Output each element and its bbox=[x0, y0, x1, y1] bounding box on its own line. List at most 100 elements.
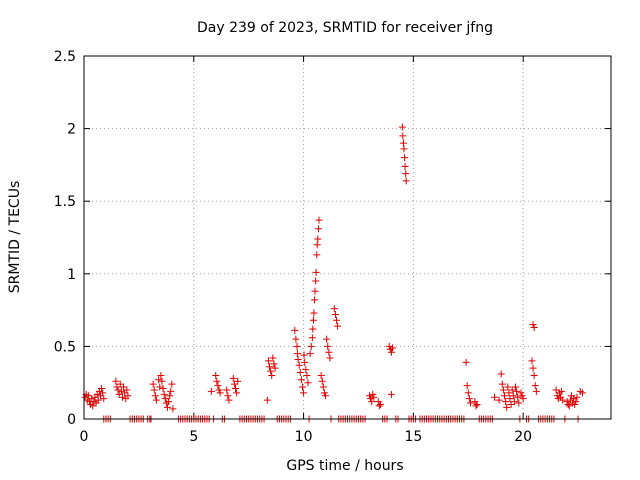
data-point bbox=[532, 387, 540, 395]
data-point bbox=[501, 392, 509, 400]
data-point bbox=[313, 251, 321, 259]
data-point bbox=[307, 342, 315, 350]
data-points bbox=[81, 123, 586, 423]
data-point bbox=[113, 383, 121, 391]
data-point bbox=[157, 371, 165, 379]
data-point bbox=[215, 386, 223, 394]
data-point bbox=[376, 400, 384, 408]
plot-frame bbox=[83, 55, 612, 420]
data-point bbox=[552, 386, 560, 394]
data-point bbox=[502, 398, 510, 406]
axis-ticks: 0 0.5 1 1.5 2 2.5 0 5 10 15 20 bbox=[54, 49, 611, 445]
data-point bbox=[233, 389, 241, 397]
data-point bbox=[529, 364, 537, 372]
x-axis-label: GPS time / hours bbox=[286, 458, 403, 474]
x-tick-label: 10 bbox=[295, 429, 313, 445]
data-point bbox=[506, 395, 514, 403]
data-point bbox=[495, 396, 503, 404]
y-tick-label: 0.5 bbox=[54, 339, 76, 355]
data-point bbox=[558, 387, 566, 395]
data-point bbox=[402, 177, 410, 185]
data-point bbox=[161, 395, 169, 403]
data-point bbox=[312, 268, 320, 276]
data-point bbox=[293, 350, 301, 358]
data-point bbox=[302, 366, 310, 374]
data-point bbox=[399, 132, 407, 140]
data-point bbox=[315, 225, 323, 233]
data-point bbox=[207, 387, 215, 395]
data-point bbox=[99, 389, 107, 397]
data-point bbox=[464, 389, 472, 397]
data-point bbox=[295, 361, 303, 369]
data-point bbox=[519, 395, 527, 403]
data-point bbox=[507, 400, 515, 408]
x-tick-label: 20 bbox=[514, 429, 532, 445]
data-point bbox=[572, 398, 580, 406]
data-point bbox=[517, 389, 525, 397]
data-point bbox=[491, 393, 499, 401]
data-point bbox=[117, 387, 125, 395]
data-point bbox=[306, 350, 314, 358]
data-point bbox=[313, 241, 321, 249]
data-point bbox=[297, 376, 305, 384]
data-point bbox=[304, 379, 312, 387]
data-point bbox=[271, 364, 279, 372]
grid bbox=[84, 56, 611, 419]
data-point bbox=[308, 334, 316, 342]
data-point bbox=[505, 389, 513, 397]
data-point bbox=[156, 383, 164, 391]
data-point bbox=[311, 287, 319, 295]
data-point bbox=[563, 398, 571, 406]
data-point bbox=[159, 385, 167, 393]
x-tick-label: 5 bbox=[189, 429, 198, 445]
data-point bbox=[465, 395, 473, 403]
data-point bbox=[398, 123, 406, 131]
data-point bbox=[149, 380, 157, 388]
chart-title: Day 239 of 2023, SRMTID for receiver jfn… bbox=[197, 20, 493, 36]
data-point bbox=[116, 380, 124, 388]
data-point bbox=[150, 386, 158, 394]
data-point bbox=[311, 296, 319, 304]
data-point bbox=[300, 351, 308, 359]
data-point bbox=[375, 402, 383, 410]
data-point bbox=[234, 377, 242, 385]
data-point bbox=[325, 348, 333, 356]
data-point bbox=[123, 386, 131, 394]
data-point bbox=[163, 403, 171, 411]
data-point bbox=[503, 403, 511, 411]
data-point bbox=[462, 358, 470, 366]
data-point bbox=[529, 321, 537, 329]
data-point bbox=[331, 310, 339, 318]
data-point bbox=[303, 371, 311, 379]
data-point bbox=[224, 392, 232, 400]
data-point bbox=[152, 396, 160, 404]
data-point bbox=[559, 396, 567, 404]
data-point bbox=[269, 354, 277, 362]
data-point bbox=[369, 390, 377, 398]
data-point bbox=[402, 170, 410, 178]
data-point bbox=[578, 389, 586, 397]
data-point bbox=[310, 309, 318, 317]
data-point bbox=[473, 400, 481, 408]
x-tick-label: 0 bbox=[80, 429, 89, 445]
y-tick-label: 0 bbox=[67, 412, 76, 428]
data-point bbox=[385, 342, 393, 350]
data-point bbox=[320, 389, 328, 397]
data-point bbox=[168, 380, 176, 388]
data-point bbox=[124, 392, 132, 400]
data-point bbox=[151, 392, 159, 400]
data-point bbox=[300, 389, 308, 397]
data-point bbox=[169, 405, 177, 413]
data-point bbox=[530, 371, 538, 379]
data-point bbox=[515, 399, 523, 407]
data-point bbox=[389, 344, 397, 352]
data-point bbox=[513, 387, 521, 395]
data-point bbox=[571, 400, 579, 408]
x-tick-label: 15 bbox=[404, 429, 422, 445]
data-point bbox=[401, 162, 409, 170]
data-point bbox=[225, 396, 233, 404]
data-point bbox=[94, 396, 102, 404]
data-point bbox=[466, 399, 474, 407]
data-point bbox=[89, 402, 97, 410]
y-axis-label: SRMTID / TECUs bbox=[7, 181, 23, 294]
